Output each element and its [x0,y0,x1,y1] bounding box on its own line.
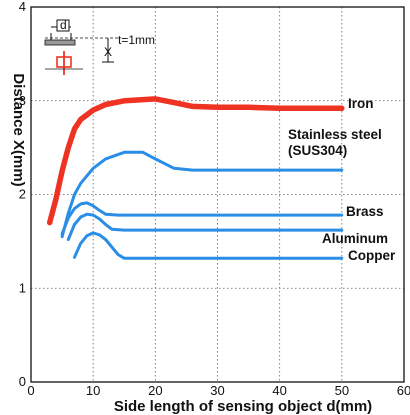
y-axis-label: Distance X(mm) [10,73,27,186]
x-axis-label: Side length of sensing object d(mm) [114,398,372,415]
inset-d-label: d [60,18,67,32]
x-tick-label: 10 [86,383,100,398]
series-line-brass [60,201,344,236]
y-tick-label: 4 [19,0,26,14]
series-label-brass: Brass [346,204,384,219]
series-layer [46,96,345,260]
y-tick-label: 0 [19,374,26,389]
series-label-aluminum: Aluminum [322,231,388,246]
series-line-stainless-steel [60,150,344,239]
plot-frame [30,6,405,383]
series-line-iron [46,96,345,226]
inset-target-plate [44,39,76,46]
series-line-aluminum [66,212,344,241]
grid [30,6,405,383]
series-line-copper [73,231,344,260]
series-label-copper: Copper [348,248,396,263]
x-tick-label: 30 [210,383,224,398]
inset-t-label: t=1mm [118,33,155,47]
series-label-stainless-steel: Stainless steel [288,127,382,142]
tick-labels: 0 10 20 30 40 50 60 0 1 2 3 4 [19,0,410,398]
inset-d-box [56,19,70,32]
y-tick-label: 3 [19,93,26,108]
inset-diagram: d X t=1mm [44,18,155,75]
y-tick-label: 1 [19,280,26,295]
x-tick-label: 60 [397,383,410,398]
series-labels: Iron Stainless steel(SUS304) Brass Aluminum… [288,96,396,263]
series-label-stainless-steel-line2: (SUS304) [288,143,347,158]
x-tick-label: 20 [148,383,162,398]
inset-x-label: X [104,45,112,59]
x-tick-label: 50 [335,383,349,398]
y-tick-label: 2 [19,187,26,202]
x-tick-label: 40 [272,383,286,398]
x-tick-label: 0 [27,383,34,398]
series-label-iron: Iron [348,96,374,111]
